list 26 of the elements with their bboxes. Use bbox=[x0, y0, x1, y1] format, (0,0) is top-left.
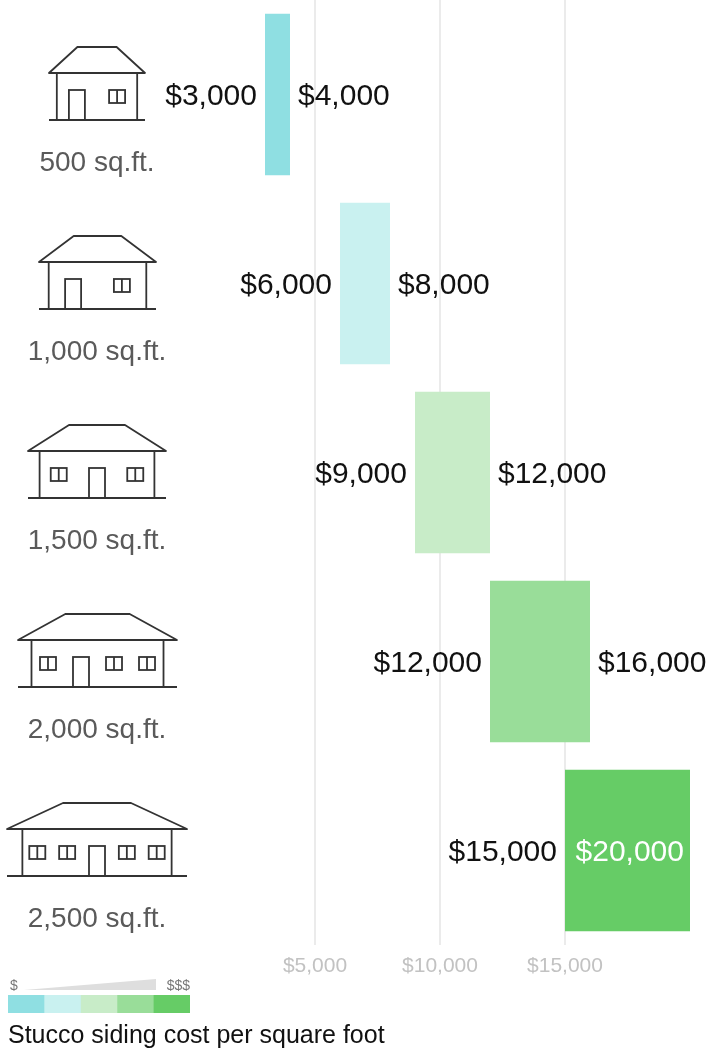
x-tick-label: $5,000 bbox=[282, 953, 348, 976]
annotation: $6,000 bbox=[240, 267, 332, 300]
bar bbox=[340, 202, 390, 365]
annotation: $3,000 bbox=[165, 78, 257, 111]
data-label: $8,000 bbox=[398, 267, 490, 300]
text: $ bbox=[10, 977, 18, 993]
data-label: $12,000 bbox=[498, 456, 607, 489]
annotation: $15,000 bbox=[448, 834, 557, 867]
data-label: $20,000 bbox=[575, 834, 684, 867]
annotation: $12,000 bbox=[373, 645, 482, 678]
bar bbox=[565, 769, 690, 932]
bar bbox=[265, 13, 290, 176]
y-tick-label: 500 sq.ft. bbox=[38, 144, 156, 179]
y-tick-label: 1,000 sq.ft. bbox=[26, 333, 168, 368]
y-tick-label: 2,500 sq.ft. bbox=[26, 900, 168, 935]
data-label: $4,000 bbox=[298, 78, 390, 111]
y-tick-label: 1,500 sq.ft. bbox=[26, 522, 168, 557]
x-tick-label: $10,000 bbox=[402, 953, 478, 976]
y-tick-label: 2,000 sq.ft. bbox=[26, 711, 168, 746]
annotation: $9,000 bbox=[315, 456, 407, 489]
bar bbox=[490, 580, 590, 743]
data-label: $16,000 bbox=[598, 645, 707, 678]
text: $$$ bbox=[165, 977, 190, 993]
text: Stucco siding cost per square foot bbox=[8, 1019, 385, 1049]
x-tick-label: $15,000 bbox=[527, 953, 603, 976]
bar bbox=[415, 391, 490, 554]
